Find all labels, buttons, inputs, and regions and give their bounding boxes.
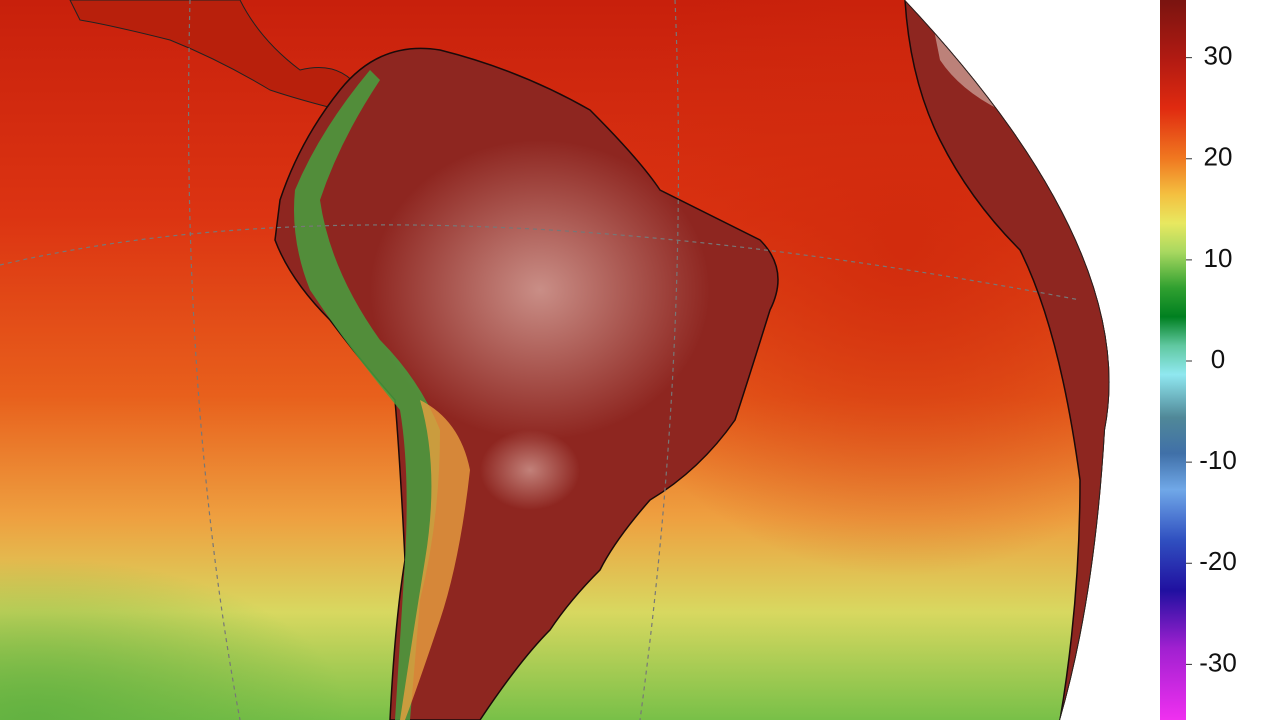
- colorbar-tick-label: 20: [1204, 142, 1233, 172]
- andes: [294, 70, 440, 720]
- colorbar-ticks: 30 20 10 0 -10 -20 -30: [1186, 41, 1237, 677]
- colorbar-tick-label: -10: [1199, 445, 1237, 475]
- colorbar-tick-label: 10: [1204, 243, 1233, 273]
- colorbar-tick-label: -20: [1199, 546, 1237, 576]
- globe-edge: [904, 0, 1110, 720]
- colorbar-tick-label: 30: [1204, 41, 1233, 71]
- colorbar-tick-label: -30: [1199, 647, 1237, 677]
- colorbar: [1160, 0, 1186, 720]
- andes-foothills: [400, 400, 470, 720]
- globe: [0, 0, 1110, 720]
- graticule: [0, 0, 1081, 720]
- land-hot-south: [480, 430, 580, 510]
- central-america: [69, 0, 361, 111]
- land-hot-core: [370, 140, 710, 440]
- colorbar-tick-label: 0: [1211, 344, 1225, 374]
